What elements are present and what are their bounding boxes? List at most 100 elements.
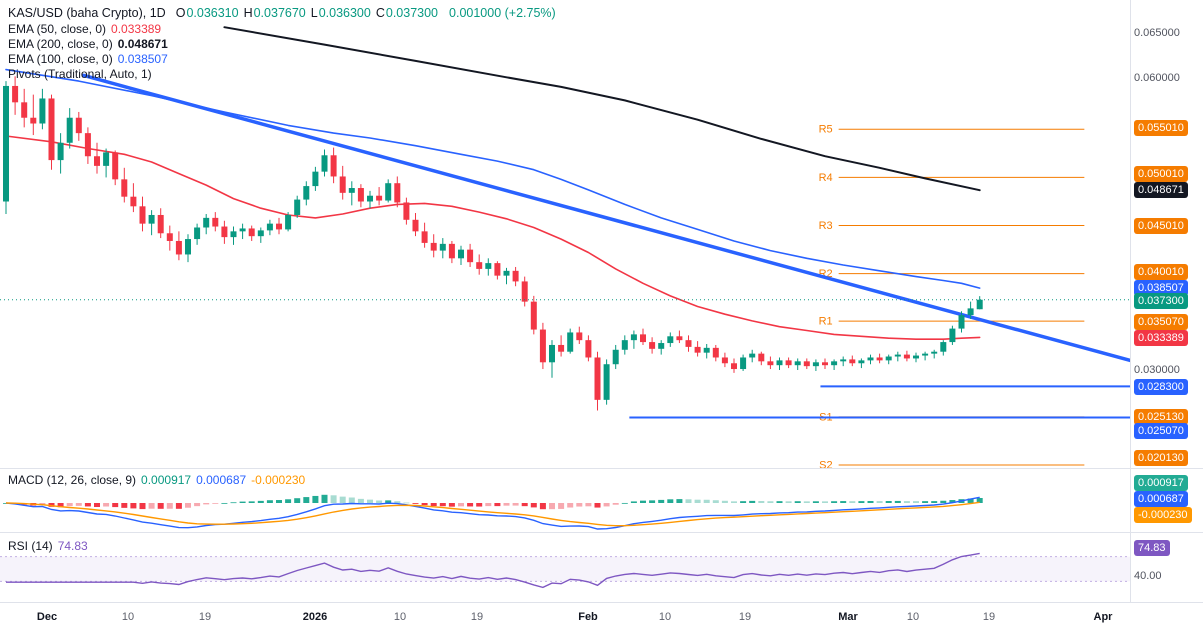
ema50-label: EMA (50, close, 0) <box>8 21 107 36</box>
macd-hist-bar <box>712 500 719 503</box>
macd-hist-bar <box>403 502 410 504</box>
candlestick-series[interactable] <box>3 76 983 411</box>
candle-body <box>603 364 610 400</box>
candle-body <box>57 142 64 161</box>
macd-hist-bar <box>148 503 155 509</box>
symbol-title-row[interactable]: KAS/USD (baha Crypto), 1D O0.036310 H0.03… <box>8 4 556 21</box>
candle-body <box>721 357 728 364</box>
price-scale-tick: 40.00 <box>1134 570 1162 582</box>
macd-hist-bar <box>321 494 328 503</box>
macd-hist-bar <box>248 501 255 503</box>
rsi-value: 74.83 <box>57 538 88 553</box>
price-scale-badge: 0.038507 <box>1134 280 1188 296</box>
indicator-row-ema50[interactable]: EMA (50, close, 0) 0.033389 <box>8 21 556 36</box>
time-axis-label: 19 <box>198 611 212 623</box>
indicator-row-macd[interactable]: MACD (12, 26, close, 9) 0.000917 0.00068… <box>8 472 305 487</box>
candle-body <box>112 152 119 180</box>
macd-hist-bar <box>376 500 383 503</box>
price-scale-badge: 0.000917 <box>1134 475 1188 491</box>
candle-body <box>521 281 528 302</box>
macd-hist-bar <box>266 500 273 503</box>
candle-body <box>84 133 91 157</box>
pane-separator-rsi[interactable] <box>0 532 1203 533</box>
ohlc-number: 0.037300 <box>385 5 439 20</box>
candle-body <box>203 217 210 228</box>
macd-hist-bar <box>785 501 792 503</box>
macd-hist-bar <box>740 501 747 503</box>
pivot-label-S2: S2 <box>819 460 832 472</box>
macd-hist-bar <box>731 501 737 503</box>
macd-hist-bar <box>339 496 346 503</box>
ema200-line[interactable] <box>223 26 981 192</box>
macd-hist-bar <box>703 499 710 503</box>
macd-hist-bar <box>521 503 528 507</box>
macd-hist-bar <box>685 499 692 503</box>
ohlc-number: 0.036310 <box>186 5 239 20</box>
macd-hist-bar <box>439 503 446 507</box>
macd-hist-bar <box>831 501 838 503</box>
candle-body <box>885 356 892 361</box>
macd-pane[interactable] <box>3 494 983 530</box>
candle-body <box>285 214 292 230</box>
macd-hist-bar <box>39 503 46 505</box>
candle-body <box>94 156 100 166</box>
ema50-line[interactable] <box>5 135 981 341</box>
candle-body <box>822 362 828 366</box>
indicator-row-rsi[interactable]: RSI (14) 74.83 <box>8 538 88 553</box>
candle-body <box>649 342 656 349</box>
candle-body <box>667 336 674 344</box>
candle-body <box>867 357 874 361</box>
rsi-band <box>0 556 1130 582</box>
candle-body <box>21 102 28 118</box>
rsi-line[interactable] <box>6 552 980 589</box>
price-scale[interactable]: 0.065000 0.060000 0.055010 0.050010 0.048671… <box>1130 0 1203 602</box>
candle-body <box>476 262 483 269</box>
macd-hist-bar <box>212 503 219 504</box>
candle-body <box>749 353 756 358</box>
candle-body <box>594 357 601 400</box>
pivot-label-R1: R1 <box>819 316 833 328</box>
time-axis-label: 10 <box>393 611 407 623</box>
macd-hist-bar <box>476 503 483 507</box>
indicator-row-ema200[interactable]: EMA (200, close, 0) 0.048671 <box>8 36 556 51</box>
macd-hist-bar <box>612 503 619 505</box>
macd-hist-bar <box>421 503 428 506</box>
macd-hist-bar <box>448 503 455 507</box>
macd-hist-bar <box>849 501 856 503</box>
candle-body <box>685 340 692 347</box>
macd-hist-bar <box>949 500 956 503</box>
candle-body <box>913 355 919 359</box>
trendline[interactable] <box>81 73 1132 363</box>
candle-body <box>831 361 838 366</box>
time-axis[interactable]: Dec 10 19 2026 10 19 Feb 10 19 Mar 10 19 Apr <box>0 602 1203 631</box>
candle-body <box>185 239 191 255</box>
candle-body <box>12 85 19 103</box>
candle-body <box>458 249 464 259</box>
pane-separator-macd[interactable] <box>0 468 1203 469</box>
macd-hist-bar <box>940 500 947 503</box>
macd-hist-bar <box>130 503 137 509</box>
macd-hist-bar <box>803 501 810 503</box>
candle-body <box>294 199 301 215</box>
candle-body <box>931 351 938 354</box>
candle-body <box>103 152 110 166</box>
candle-body <box>567 332 574 352</box>
macd-hist-bar <box>467 503 474 507</box>
candle-body <box>485 263 492 269</box>
time-axis-label: 10 <box>658 611 672 623</box>
ema100-line[interactable] <box>5 68 981 289</box>
macd-hist-bar <box>239 501 246 503</box>
macd-hist-bar <box>294 498 301 503</box>
candle-body <box>266 223 273 231</box>
price-scale-badge: 0.000687 <box>1134 491 1188 507</box>
macd-hist-bar <box>931 501 938 503</box>
indicator-row-ema100[interactable]: EMA (100, close, 0) 0.038507 <box>8 51 556 66</box>
candle-body <box>903 354 910 359</box>
macd-hist-bar <box>303 497 310 503</box>
macd-hist-bar <box>812 501 819 503</box>
price-scale-badge: 0.025070 <box>1134 423 1188 439</box>
macd-hist-bar <box>385 500 392 503</box>
indicator-row-pivots[interactable]: Pivots (Traditional, Auto, 1) <box>8 66 556 81</box>
macd-hist-bar <box>75 503 82 506</box>
